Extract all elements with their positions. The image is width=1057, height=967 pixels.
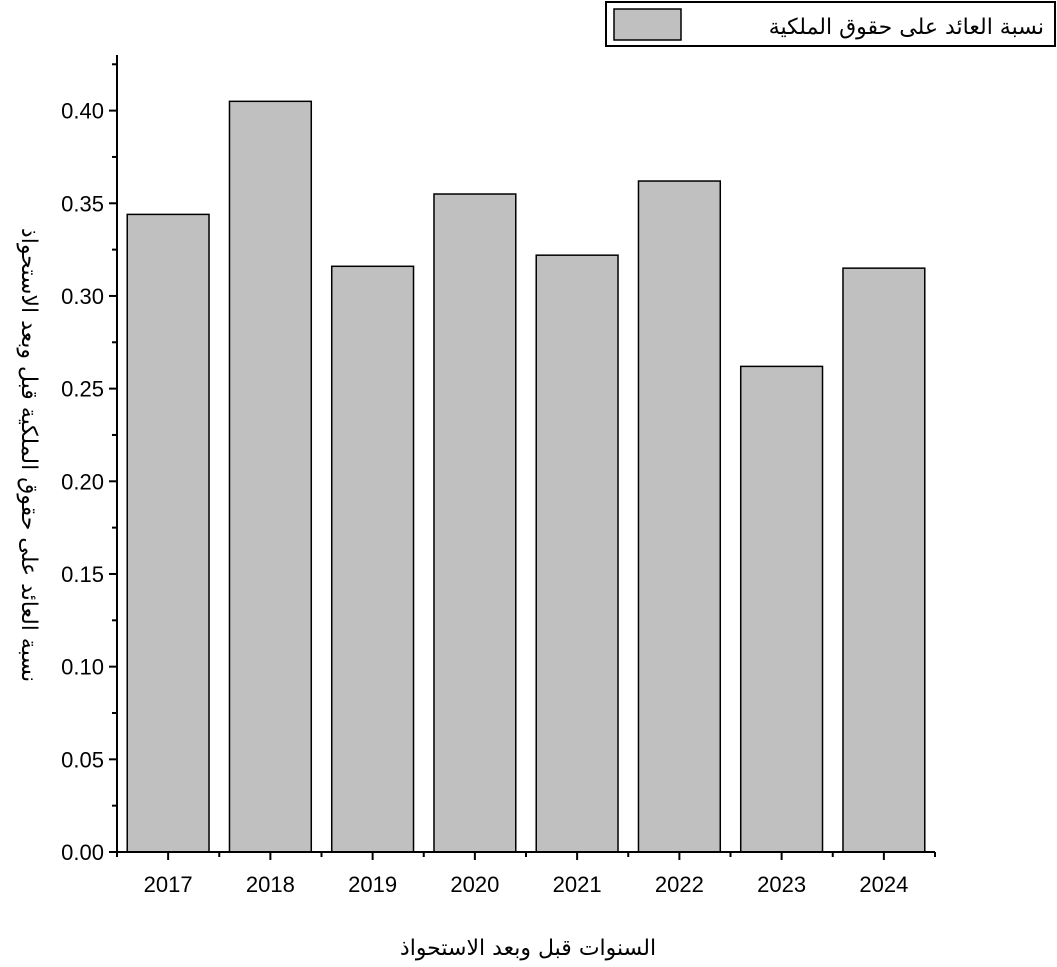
x-axis-title: السنوات قبل وبعد الاستحواذ (400, 936, 656, 961)
y-tick-label: 0.00 (61, 840, 104, 865)
bar-2023 (739, 365, 824, 853)
legend: نسبة العائد على حقوق الملكية (605, 1, 1056, 47)
x-tick-label: 2022 (655, 872, 704, 897)
x-tick-label: 2019 (348, 872, 397, 897)
x-tick-label: 2020 (450, 872, 499, 897)
x-tick-label: 2024 (859, 872, 908, 897)
bar-2021 (535, 254, 619, 853)
y-tick-label: 0.35 (61, 191, 104, 216)
y-tick-label: 0.05 (61, 747, 104, 772)
y-tick-label: 0.15 (61, 562, 104, 587)
legend-label: نسبة العائد على حقوق الملكية (769, 15, 1044, 40)
bar-2018 (228, 100, 313, 853)
y-ticks-group: 0.00 0.05 0.10 0.15 0.20 0.25 0.30 0.35 0.40 (61, 63, 117, 865)
x-tick-label: 2018 (246, 872, 295, 897)
bar-2019 (330, 265, 415, 853)
y-tick-label: 0.10 (61, 655, 104, 680)
y-tick-label: 0.40 (61, 99, 104, 124)
x-ticks-group: 2017 2018 2019 2020 2021 2022 2023 2024 (116, 852, 936, 897)
x-tick-label: 2017 (144, 872, 193, 897)
y-tick-label: 0.25 (61, 377, 104, 402)
bar-2024 (842, 267, 926, 853)
y-tick-label: 0.20 (61, 469, 104, 494)
y-axis-title: نسبة العائد على حقوق الملكية قبل وبعد ال… (16, 228, 41, 682)
legend-swatch (613, 8, 682, 41)
bar-2017 (126, 213, 210, 853)
x-tick-label: 2023 (757, 872, 806, 897)
bar-2022 (637, 180, 722, 853)
bars-group (126, 100, 926, 853)
bar-2020 (433, 193, 517, 853)
y-tick-label: 0.30 (61, 284, 104, 309)
x-tick-label: 2021 (553, 872, 602, 897)
